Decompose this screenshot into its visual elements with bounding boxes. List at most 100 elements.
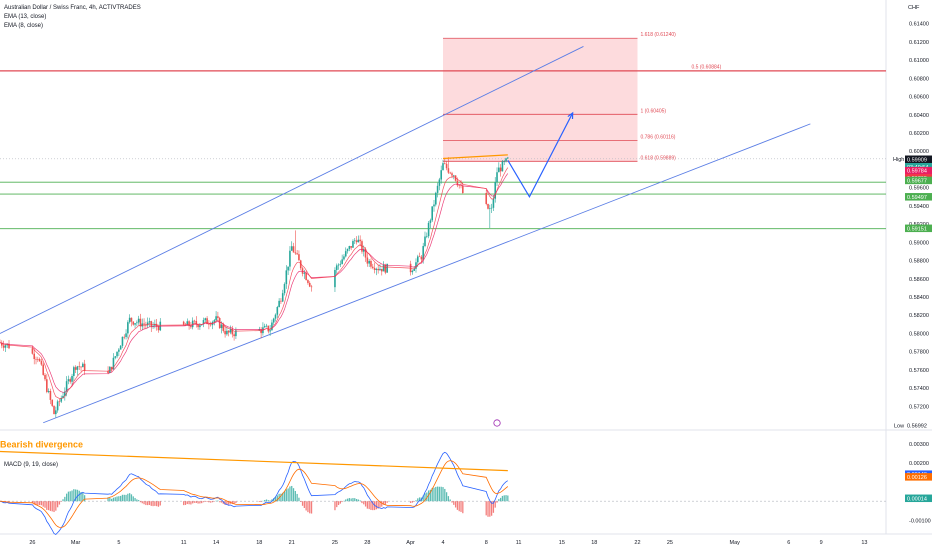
price-axis[interactable]: CHF 0.61400 0.61200 0.61000 0.60800 0.60600 0.… — [893, 5, 932, 429]
candle-body[interactable] — [146, 322, 149, 326]
candle-body[interactable] — [343, 256, 345, 260]
candle-body[interactable] — [44, 374, 46, 380]
candle-body[interactable] — [373, 267, 376, 270]
candle-body[interactable] — [114, 356, 117, 358]
candle-body[interactable] — [285, 270, 288, 285]
candle-body[interactable] — [368, 260, 370, 264]
candle-body[interactable] — [121, 336, 124, 346]
candle-body[interactable] — [119, 345, 122, 350]
candle-body[interactable] — [429, 220, 432, 223]
candle-body[interactable] — [498, 167, 500, 173]
candle-body[interactable] — [123, 336, 126, 338]
price-tag[interactable] — [905, 193, 932, 201]
candle-body[interactable] — [8, 343, 10, 349]
macd-tag[interactable] — [905, 473, 932, 481]
macd-signal-line[interactable] — [0, 460, 509, 528]
candle-body[interactable] — [276, 306, 279, 315]
channel-lower-line[interactable] — [43, 123, 811, 424]
candle-body[interactable] — [438, 179, 441, 186]
candle-body[interactable] — [193, 320, 196, 322]
candle-body[interactable] — [267, 325, 270, 332]
candle-body[interactable] — [78, 366, 81, 367]
candle-body[interactable] — [58, 401, 61, 403]
candle-body[interactable] — [382, 264, 385, 272]
candle-body[interactable] — [292, 246, 295, 253]
candle-body[interactable] — [136, 322, 138, 324]
candle-body[interactable] — [274, 314, 277, 319]
candle-body[interactable] — [60, 397, 63, 402]
candle-body[interactable] — [278, 300, 280, 307]
candle-body[interactable] — [235, 330, 237, 337]
candle-body[interactable] — [195, 321, 198, 325]
candle-body[interactable] — [487, 203, 489, 209]
candle-body[interactable] — [38, 359, 41, 362]
divergence-annotation[interactable]: Bearish divergence — [0, 440, 83, 450]
candle-body[interactable] — [152, 325, 154, 327]
candle-body[interactable] — [125, 333, 127, 338]
candle-body[interactable] — [341, 259, 343, 264]
event-marker-icon[interactable] — [493, 419, 501, 427]
candle-body[interactable] — [130, 317, 133, 322]
candle-body[interactable] — [335, 265, 338, 271]
candle-body[interactable] — [489, 208, 491, 209]
candle-body[interactable] — [229, 328, 232, 333]
candle-body[interactable] — [218, 317, 221, 329]
candle-body[interactable] — [220, 324, 223, 329]
candle-body[interactable] — [350, 246, 352, 248]
candle-body[interactable] — [62, 395, 64, 398]
candle-body[interactable] — [206, 318, 208, 325]
candle-body[interactable] — [73, 367, 75, 376]
candle-body[interactable] — [370, 260, 372, 267]
candle-body[interactable] — [357, 239, 360, 243]
candle-body[interactable] — [418, 256, 421, 258]
candle-body[interactable] — [462, 186, 464, 193]
candle-body[interactable] — [157, 326, 160, 331]
candle-body[interactable] — [496, 172, 498, 183]
price-tag[interactable] — [905, 224, 932, 233]
candle-body[interactable] — [272, 318, 275, 323]
candle-body[interactable] — [305, 272, 307, 281]
candle-body[interactable] — [289, 250, 291, 267]
candle-body[interactable] — [53, 405, 55, 415]
candle-body[interactable] — [301, 268, 304, 274]
ema-8-line[interactable] — [0, 167, 509, 399]
candle-body[interactable] — [445, 163, 448, 169]
candle-body[interactable] — [431, 206, 433, 221]
candle-body[interactable] — [344, 251, 347, 257]
candle-body[interactable] — [449, 172, 452, 174]
candle-body[interactable] — [190, 326, 192, 328]
candle-body[interactable] — [366, 257, 369, 264]
candle-body[interactable] — [416, 256, 419, 263]
candle-body[interactable] — [411, 270, 414, 273]
candle-body[interactable] — [4, 345, 7, 348]
macd-pane[interactable]: Bearish divergence 0.00300 0.00200 -0.00100… — [0, 440, 932, 536]
candle-body[interactable] — [128, 317, 131, 323]
price-pane[interactable]: 1.618 (0.61240) 0.5 (0.60884) 1 (0.60405) 0… — [0, 0, 932, 535]
candle-body[interactable] — [442, 163, 444, 171]
candle-body[interactable] — [507, 157, 509, 159]
candle-body[interactable] — [334, 270, 336, 288]
candle-body[interactable] — [453, 175, 455, 177]
candle-body[interactable] — [451, 173, 453, 176]
candle-body[interactable] — [454, 175, 457, 181]
candle-body[interactable] — [186, 321, 189, 326]
candle-body[interactable] — [204, 318, 207, 321]
candle-body[interactable] — [308, 282, 311, 287]
candle-body[interactable] — [505, 158, 507, 162]
candle-body[interactable] — [208, 324, 210, 325]
candle-body[interactable] — [440, 170, 442, 180]
candle-body[interactable] — [375, 268, 378, 270]
candle-body[interactable] — [492, 198, 495, 208]
candle-body[interactable] — [227, 330, 230, 333]
candle-body[interactable] — [137, 318, 140, 323]
candle-body[interactable] — [231, 328, 234, 335]
channel-upper-line[interactable] — [0, 46, 584, 334]
candle-body[interactable] — [83, 363, 86, 372]
candle-body[interactable] — [116, 351, 118, 357]
price-tag[interactable] — [905, 155, 932, 164]
macd-title[interactable]: MACD (9, 19, close) — [4, 462, 59, 468]
candle-body[interactable] — [82, 363, 84, 368]
candle-body[interactable] — [424, 236, 426, 247]
candle-body[interactable] — [148, 321, 151, 323]
candle-body[interactable] — [67, 379, 70, 382]
